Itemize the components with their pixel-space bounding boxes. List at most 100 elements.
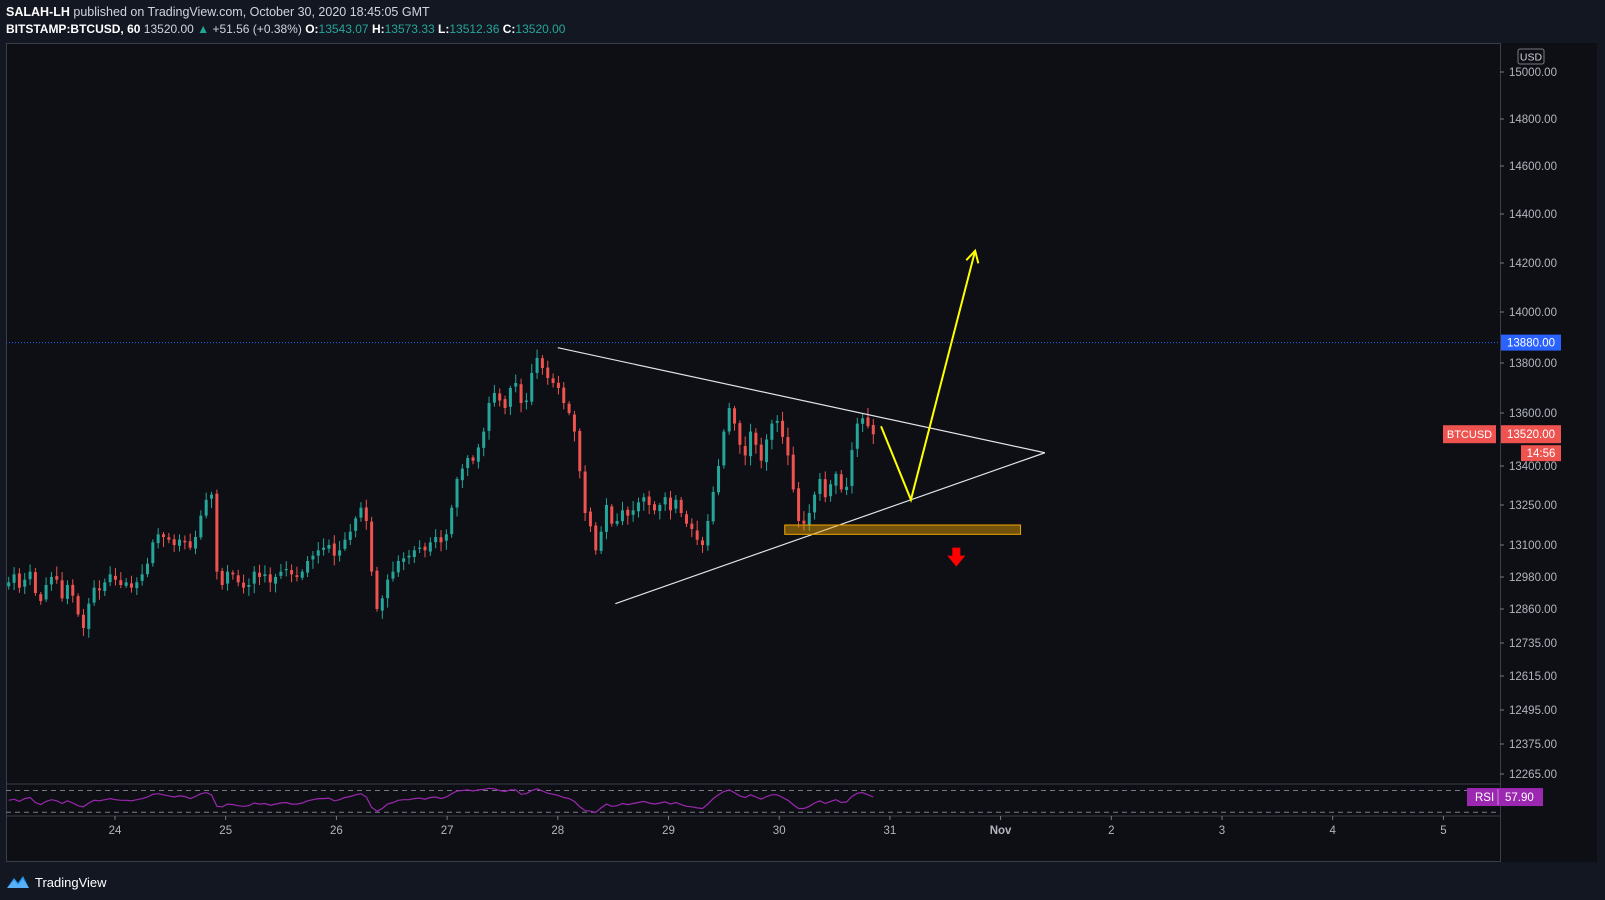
candle-body bbox=[567, 403, 571, 413]
candle-body bbox=[295, 575, 299, 577]
projection-path[interactable] bbox=[880, 250, 977, 503]
candle-body bbox=[492, 393, 496, 403]
candle-body bbox=[679, 499, 683, 513]
candle-body bbox=[172, 539, 176, 545]
candle-body bbox=[39, 594, 43, 601]
tradingview-logo[interactable]: TradingView bbox=[6, 872, 107, 892]
candle-body bbox=[343, 539, 347, 549]
breakdown-arrow-icon[interactable] bbox=[947, 547, 966, 567]
price-tick-label: 14800.00 bbox=[1509, 114, 1557, 126]
chart-frame[interactable]: 15000.00 14800.00 14600.00 14400.00 14200.00… bbox=[6, 43, 1597, 862]
level-price-label: 13880.00 bbox=[1507, 338, 1555, 350]
current-price-badge[interactable] bbox=[1501, 425, 1561, 444]
last-price: 13520.00 bbox=[143, 22, 194, 36]
candle-body bbox=[754, 432, 758, 445]
candle-body bbox=[290, 570, 294, 575]
support-zone-rect[interactable] bbox=[784, 524, 1022, 535]
candle-body bbox=[450, 507, 454, 535]
candle-body bbox=[434, 537, 438, 543]
symbol-interval[interactable]: BITSTAMP:BTCUSD, 60 bbox=[6, 22, 141, 36]
candle-body bbox=[418, 547, 422, 549]
candle-body bbox=[231, 572, 235, 575]
candle-body bbox=[279, 571, 283, 576]
publish-info: SALAH-LH published on TradingView.com, O… bbox=[6, 4, 1596, 21]
candle-body bbox=[327, 545, 331, 549]
candle-body bbox=[145, 563, 149, 575]
candles bbox=[7, 349, 875, 638]
candle-body bbox=[183, 540, 187, 543]
triangle-lower-line[interactable] bbox=[615, 452, 1046, 605]
candle-body bbox=[412, 550, 416, 557]
candle-body bbox=[631, 510, 635, 515]
candle-body bbox=[108, 574, 112, 583]
price-tick-label: 13800.00 bbox=[1509, 358, 1557, 370]
candle-body bbox=[652, 504, 656, 511]
candle-body bbox=[599, 531, 603, 551]
candle-body bbox=[514, 383, 518, 387]
candle-body bbox=[658, 505, 662, 512]
candle-body bbox=[87, 603, 91, 629]
candle-body bbox=[60, 580, 64, 599]
publisher-name[interactable]: SALAH-LH bbox=[6, 5, 70, 19]
tradingview-logo-icon bbox=[7, 876, 29, 888]
price-tick-label: 13100.00 bbox=[1509, 540, 1557, 552]
candle-body bbox=[55, 576, 59, 580]
time-tick-label: Nov bbox=[990, 825, 1012, 837]
price-change: +51.56 (+0.38%) bbox=[212, 22, 302, 36]
level-price-badge[interactable] bbox=[1501, 334, 1561, 351]
candle-body bbox=[583, 471, 587, 513]
candle-body bbox=[97, 588, 101, 591]
time-tick-label: 4 bbox=[1329, 825, 1336, 837]
price-tick-label: 12615.00 bbox=[1509, 671, 1557, 683]
candle-body bbox=[236, 575, 240, 583]
candle-body bbox=[508, 388, 512, 407]
candle-body bbox=[402, 558, 406, 562]
candle-body bbox=[535, 357, 539, 373]
symbol-badge[interactable] bbox=[1443, 425, 1496, 444]
time-tick-label: 27 bbox=[441, 825, 454, 837]
candle-body bbox=[850, 450, 854, 486]
rsi-pane bbox=[6, 787, 1500, 813]
candle-body bbox=[572, 414, 576, 432]
candle-body bbox=[695, 530, 699, 540]
candle-body bbox=[524, 400, 528, 403]
high-value: 13573.33 bbox=[384, 22, 435, 36]
candle-body bbox=[855, 423, 859, 449]
time-tick-label: 24 bbox=[109, 825, 122, 837]
low-value: 13512.36 bbox=[449, 22, 500, 36]
candle-body bbox=[375, 570, 379, 609]
candle-body bbox=[610, 506, 614, 524]
candle-body bbox=[167, 537, 171, 540]
candle-body bbox=[380, 598, 384, 611]
rsi-line bbox=[8, 787, 874, 813]
chart-canvas[interactable]: 15000.00 14800.00 14600.00 14400.00 14200.00… bbox=[6, 43, 1597, 862]
time-axis[interactable]: 24 25 26 27 28 29 30 31 Nov 2 3 4 5 bbox=[109, 816, 1447, 837]
candle-body bbox=[813, 494, 817, 513]
candle-body bbox=[215, 493, 219, 572]
candle-body bbox=[407, 555, 411, 558]
open-value: 13543.07 bbox=[318, 22, 369, 36]
candle-body bbox=[28, 571, 32, 580]
candle-body bbox=[626, 509, 630, 516]
candle-body bbox=[466, 458, 470, 468]
time-tick-label: 5 bbox=[1440, 825, 1446, 837]
candle-body bbox=[247, 585, 251, 587]
candle-body bbox=[711, 492, 715, 522]
candle-body bbox=[76, 596, 80, 615]
candle-body bbox=[113, 575, 117, 580]
candle-body bbox=[300, 571, 304, 578]
triangle-upper-line[interactable] bbox=[557, 347, 1046, 454]
price-tick-label: 14000.00 bbox=[1509, 307, 1557, 319]
drawings bbox=[557, 248, 1046, 605]
open-label: O: bbox=[305, 22, 319, 36]
currency-badge[interactable] bbox=[1517, 48, 1545, 65]
price-tick-label: 12980.00 bbox=[1509, 572, 1557, 584]
rsi-value-badge[interactable] bbox=[1467, 788, 1543, 807]
rsi-value-label: 57.90 bbox=[1505, 792, 1534, 804]
time-tick-label: 25 bbox=[219, 825, 232, 837]
candle-body bbox=[829, 484, 833, 497]
rsi-name-label: RSI bbox=[1475, 792, 1494, 804]
candle-body bbox=[210, 494, 214, 499]
candle-body bbox=[306, 561, 310, 573]
price-axis[interactable]: 15000.00 14800.00 14600.00 14400.00 14200.00… bbox=[1500, 48, 1557, 781]
